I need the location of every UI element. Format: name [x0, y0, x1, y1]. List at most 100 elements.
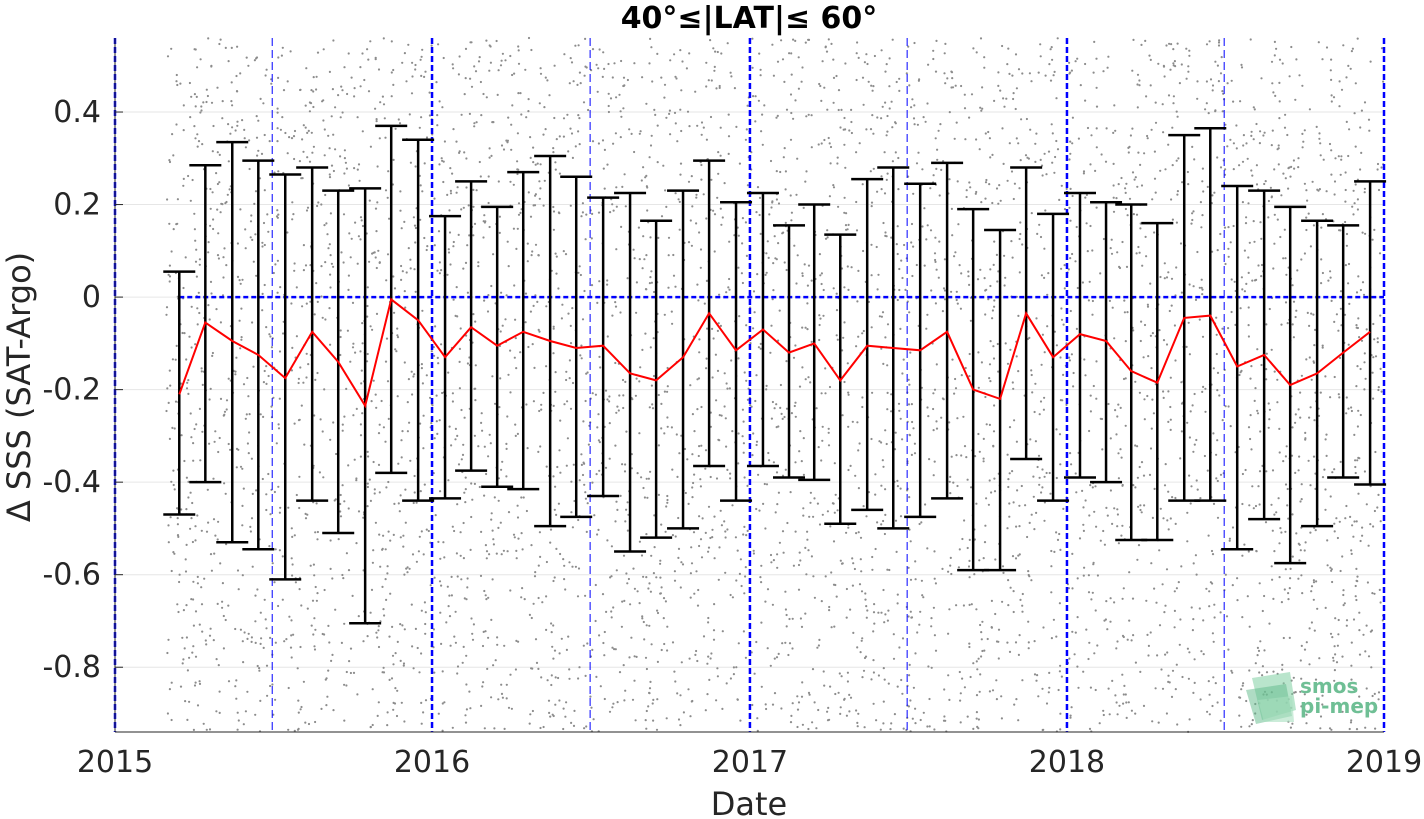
scatter-point [1309, 406, 1312, 409]
scatter-point [1357, 456, 1360, 459]
scatter-point [652, 719, 655, 722]
scatter-point [681, 563, 685, 566]
scatter-point [292, 633, 295, 636]
scatter-point [693, 430, 696, 433]
scatter-point [1251, 719, 1254, 722]
scatter-point [1087, 591, 1091, 594]
scatter-point [1027, 620, 1030, 623]
scatter-point [580, 463, 584, 466]
scatter-point [213, 440, 216, 443]
scatter-point [194, 105, 197, 108]
scatter-point [751, 454, 754, 457]
scatter-point [1193, 443, 1196, 446]
scatter-point [1302, 140, 1305, 143]
scatter-point [265, 382, 268, 385]
scatter-point [443, 701, 446, 704]
scatter-point [614, 301, 617, 304]
scatter-point [571, 526, 575, 529]
scatter-point [488, 156, 491, 159]
scatter-point [1283, 126, 1287, 129]
scatter-point [1163, 484, 1167, 487]
scatter-point [529, 713, 532, 716]
scatter-point [644, 656, 648, 659]
scatter-point [1345, 412, 1348, 415]
scatter-point [602, 51, 605, 54]
scatter-point [677, 516, 680, 520]
scatter-point [949, 475, 952, 478]
scatter-point [212, 218, 215, 221]
scatter-point [243, 137, 246, 140]
scatter-point [217, 520, 220, 523]
scatter-point [922, 596, 925, 599]
scatter-point [1111, 679, 1114, 683]
scatter-point [192, 728, 195, 732]
scatter-point [214, 430, 217, 433]
scatter-point [322, 476, 325, 479]
scatter-point [1231, 584, 1234, 587]
scatter-point [645, 709, 648, 713]
scatter-point [1354, 595, 1357, 598]
scatter-point [932, 606, 936, 609]
scatter-point [594, 393, 598, 396]
scatter-point [695, 222, 698, 225]
scatter-point [943, 289, 947, 292]
scatter-point [422, 447, 425, 450]
scatter-point [1276, 401, 1279, 404]
scatter-point [656, 611, 660, 615]
scatter-point [1136, 185, 1139, 188]
scatter-point [775, 258, 778, 261]
scatter-point [1321, 346, 1324, 349]
scatter-point [830, 626, 833, 629]
scatter-point [804, 180, 807, 183]
scatter-point [857, 449, 860, 452]
scatter-point [293, 534, 296, 537]
scatter-point [770, 417, 774, 420]
scatter-point [236, 275, 240, 278]
scatter-point [1333, 679, 1336, 682]
scatter-point [451, 172, 454, 175]
scatter-point [997, 370, 1000, 373]
scatter-point [550, 622, 553, 625]
scatter-point [591, 481, 594, 484]
scatter-point [239, 347, 242, 350]
scatter-point [760, 581, 763, 584]
scatter-point [482, 220, 485, 223]
scatter-point [170, 681, 173, 684]
scatter-point [940, 168, 943, 171]
scatter-point [244, 710, 247, 713]
scatter-point [512, 227, 516, 230]
scatter-point [888, 85, 891, 88]
scatter-point [1154, 191, 1157, 194]
scatter-point [1057, 688, 1060, 692]
scatter-point [582, 420, 585, 423]
scatter-point [823, 684, 826, 687]
scatter-point [967, 275, 970, 278]
scatter-point [1095, 360, 1098, 363]
scatter-point [345, 167, 348, 170]
scatter-point [1146, 305, 1150, 308]
scatter-point [1325, 190, 1328, 193]
scatter-point [991, 689, 995, 692]
scatter-point [821, 60, 824, 63]
scatter-point [1238, 164, 1241, 167]
scatter-point [980, 201, 983, 204]
scatter-point [950, 572, 953, 576]
scatter-point [883, 621, 886, 624]
scatter-point [1317, 414, 1321, 417]
scatter-point [602, 167, 605, 170]
scatter-point [1025, 117, 1028, 121]
scatter-point [1338, 520, 1341, 523]
scatter-point [1091, 486, 1094, 489]
scatter-point [1149, 447, 1153, 450]
scatter-point [1318, 132, 1321, 135]
scatter-point [727, 113, 730, 116]
scatter-point [506, 550, 509, 553]
scatter-point [1229, 425, 1232, 428]
scatter-point [258, 669, 261, 672]
scatter-point [1082, 574, 1085, 577]
scatter-point [703, 302, 706, 305]
scatter-point [745, 254, 749, 257]
scatter-point [312, 145, 315, 148]
scatter-point [1193, 392, 1196, 396]
scatter-point [1354, 145, 1357, 148]
